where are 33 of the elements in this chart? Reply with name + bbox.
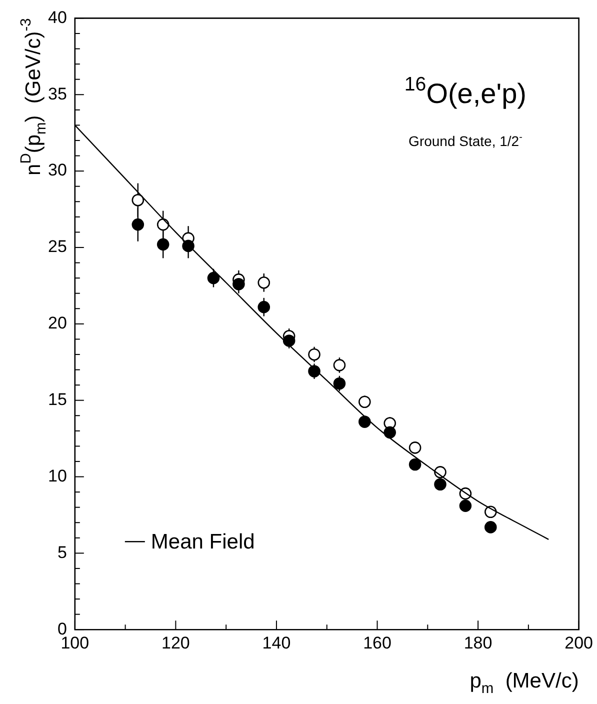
legend-label: Mean Field xyxy=(150,530,255,554)
annotation: Ground State, 1/2- xyxy=(408,132,522,150)
point xyxy=(459,500,472,512)
y-tick-label: 25 xyxy=(48,237,67,256)
y-axis-title: nD(pm) (GeV/c)-3 xyxy=(18,18,50,176)
x-tick-label: 160 xyxy=(363,633,392,652)
y-tick-label: 5 xyxy=(57,542,67,562)
x-tick-label: 180 xyxy=(464,633,492,652)
point xyxy=(232,278,245,290)
point xyxy=(434,478,446,491)
point xyxy=(156,238,170,251)
point xyxy=(408,442,422,454)
point xyxy=(358,396,371,408)
point xyxy=(132,218,144,231)
point xyxy=(282,334,296,347)
y-tick-label: 35 xyxy=(48,84,67,104)
point xyxy=(408,458,422,471)
point xyxy=(182,240,194,252)
point xyxy=(358,416,371,428)
point xyxy=(132,194,144,206)
point xyxy=(207,272,220,284)
point xyxy=(258,300,270,314)
y-tick-label: 10 xyxy=(48,466,67,486)
y-tick-label: 30 xyxy=(48,160,67,180)
point xyxy=(484,521,497,534)
x-tick-label: 120 xyxy=(162,633,190,652)
x-tick-label: 200 xyxy=(564,633,594,652)
y-tick-label: 20 xyxy=(48,314,67,333)
point xyxy=(156,218,170,231)
y-tick-label: 15 xyxy=(48,390,67,410)
x-tick-label: 140 xyxy=(262,633,291,652)
y-tick-label: 40 xyxy=(48,8,67,27)
point xyxy=(258,276,270,289)
